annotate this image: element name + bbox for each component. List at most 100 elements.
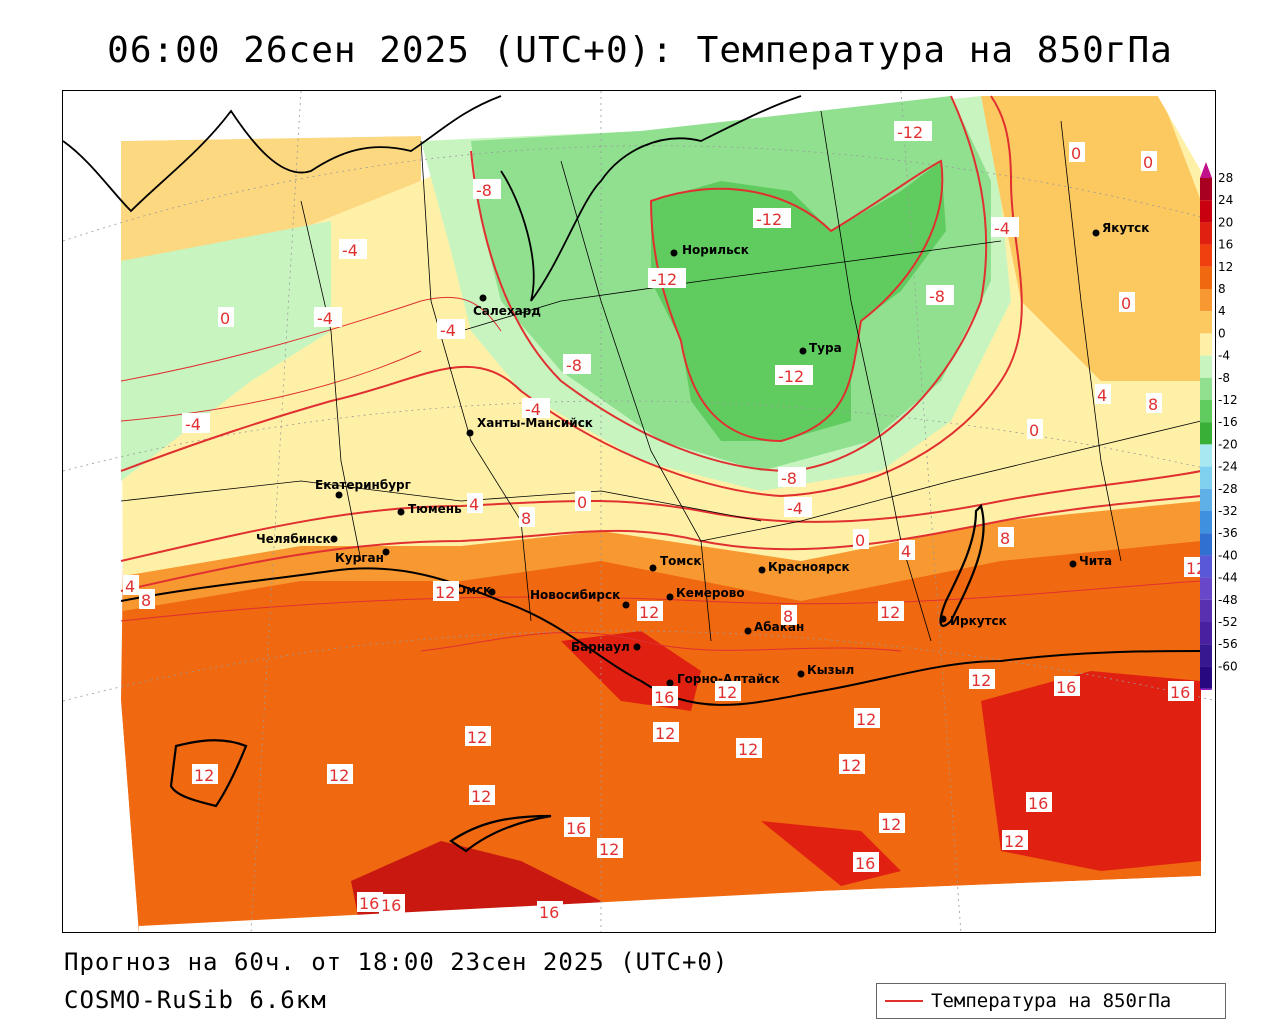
scale-tick-label: -12 xyxy=(1218,393,1238,407)
svg-text:-4: -4 xyxy=(317,309,333,328)
iso-label: 0 xyxy=(853,529,869,550)
isotherms xyxy=(120,95,1202,652)
isoline-labels: -12 -12 -12 -12 -8 -8 -8 -8 -4 -4 -4 -4 … xyxy=(123,121,1210,922)
svg-text:Ханты-Мансийск: Ханты-Мансийск xyxy=(477,416,593,430)
color-scale: 28 24 20 16 12 8 4 0 -4 -8 -12 -16 -20 -24 -28 -32 -36 -4… xyxy=(1198,160,1278,705)
svg-text:12: 12 xyxy=(329,766,349,785)
scale-swatch xyxy=(1200,333,1212,356)
iso-label: 0 xyxy=(575,491,591,512)
svg-text:16: 16 xyxy=(539,903,559,922)
iso-label: 12 xyxy=(653,722,679,743)
svg-text:12: 12 xyxy=(639,603,659,622)
city-markers: Норильск Салехард Тура Якутск Ханты-Манс… xyxy=(256,221,1149,687)
iso-label: 4 xyxy=(1095,384,1111,405)
forecast-info: Прогноз на 60ч. от 18:00 23сен 2025 (UTC… xyxy=(64,948,729,976)
svg-text:Иркутск: Иркутск xyxy=(950,614,1007,628)
iso-label: -4 xyxy=(339,239,367,260)
city-kurgan: Курган xyxy=(335,548,390,565)
iso-label: -4 xyxy=(182,413,210,434)
svg-text:12: 12 xyxy=(194,766,214,785)
iso-label: 16 xyxy=(379,894,405,915)
scale-swatch xyxy=(1200,244,1212,267)
scale-swatch xyxy=(1200,488,1212,511)
scale-tick-label: 4 xyxy=(1218,304,1226,318)
iso-label: 8 xyxy=(781,605,797,626)
scale-swatch xyxy=(1200,422,1212,445)
scale-tick-label: 12 xyxy=(1218,260,1233,274)
svg-text:Чита: Чита xyxy=(1079,554,1112,568)
svg-text:-12: -12 xyxy=(651,270,677,289)
iso-label: 12 xyxy=(469,785,495,806)
field-green-core xyxy=(651,161,946,441)
iso-label: 4 xyxy=(467,493,483,514)
city-norilsk: Норильск xyxy=(670,243,749,257)
svg-text:12: 12 xyxy=(738,740,758,759)
iso-label: 12 xyxy=(715,681,741,702)
scale-top-arrow xyxy=(1200,162,1212,178)
city-gorno-altaysk: Горно-Алтайск xyxy=(666,672,780,687)
iso-label: 12 xyxy=(879,813,905,834)
svg-text:12: 12 xyxy=(880,603,900,622)
svg-text:16: 16 xyxy=(855,854,875,873)
iso-label: 12 xyxy=(736,738,762,759)
svg-text:-12: -12 xyxy=(778,367,804,386)
scale-swatch xyxy=(1200,178,1212,201)
svg-text:12: 12 xyxy=(471,787,491,806)
scale-swatch xyxy=(1200,555,1212,578)
iso-label: 8 xyxy=(998,527,1014,548)
iso-label: -12 xyxy=(894,121,932,142)
svg-text:8: 8 xyxy=(141,591,151,610)
svg-text:Омск: Омск xyxy=(456,583,491,597)
svg-text:-12: -12 xyxy=(756,210,782,229)
svg-text:12: 12 xyxy=(655,724,675,743)
svg-text:12: 12 xyxy=(971,671,991,690)
svg-text:-4: -4 xyxy=(342,241,358,260)
svg-text:0: 0 xyxy=(577,493,587,512)
svg-text:0: 0 xyxy=(1071,144,1081,163)
svg-text:Кемерово: Кемерово xyxy=(676,586,745,600)
svg-text:Челябинск: Челябинск xyxy=(256,532,331,546)
city-krasnoyarsk: Красноярск xyxy=(758,560,850,574)
svg-text:Новосибирск: Новосибирск xyxy=(530,588,620,602)
iso-label: 12 xyxy=(839,754,865,775)
svg-text:12: 12 xyxy=(467,728,487,747)
scale-swatch xyxy=(1200,377,1212,400)
scale-tick-label: -36 xyxy=(1218,526,1238,540)
svg-text:0: 0 xyxy=(1029,421,1039,440)
city-barnaul: Барнаул xyxy=(571,640,641,654)
iso-label: 12 xyxy=(854,708,880,729)
legend-label: Температура на 850гПа xyxy=(931,990,1172,1012)
field-green-west xyxy=(121,221,331,481)
svg-text:12: 12 xyxy=(717,683,737,702)
svg-text:12: 12 xyxy=(841,756,861,775)
svg-text:16: 16 xyxy=(1170,683,1190,702)
svg-text:-8: -8 xyxy=(781,469,797,488)
svg-text:0: 0 xyxy=(1143,153,1153,172)
svg-text:8: 8 xyxy=(783,607,793,626)
svg-text:16: 16 xyxy=(654,688,674,707)
svg-text:12: 12 xyxy=(881,815,901,834)
svg-text:-12: -12 xyxy=(897,123,923,142)
scale-swatch xyxy=(1200,311,1212,334)
city-irkutsk: Иркутск xyxy=(939,614,1007,628)
scale-tick-label: -16 xyxy=(1218,415,1238,429)
svg-text:Тура: Тура xyxy=(809,341,842,355)
svg-text:16: 16 xyxy=(359,894,379,913)
svg-text:-8: -8 xyxy=(476,181,492,200)
svg-text:12: 12 xyxy=(856,710,876,729)
svg-text:Красноярск: Красноярск xyxy=(768,560,850,574)
iso-label: 12 xyxy=(465,726,491,747)
legend-box: Температура на 850гПа xyxy=(876,983,1226,1019)
scale-swatch xyxy=(1200,666,1212,689)
city-salekhard: Салехард xyxy=(473,294,541,318)
iso-label: -8 xyxy=(926,285,954,306)
iso-label: -8 xyxy=(563,354,591,375)
svg-text:-8: -8 xyxy=(566,356,582,375)
scale-swatch xyxy=(1200,200,1212,223)
svg-text:16: 16 xyxy=(566,819,586,838)
svg-text:16: 16 xyxy=(1028,794,1048,813)
svg-text:16: 16 xyxy=(381,896,401,915)
svg-text:Кызыл: Кызыл xyxy=(807,663,854,677)
iso-label: -12 xyxy=(648,268,686,289)
iso-label: 16 xyxy=(1168,681,1194,702)
